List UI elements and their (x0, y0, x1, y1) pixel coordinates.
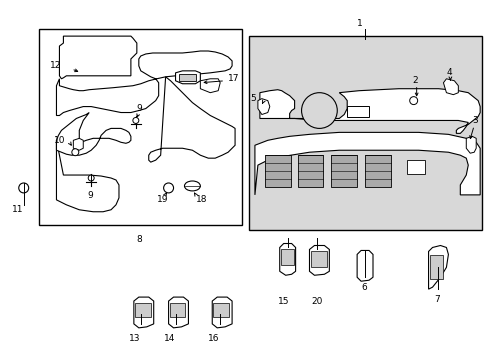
Polygon shape (259, 89, 479, 133)
Text: 7: 7 (434, 294, 439, 303)
Polygon shape (212, 297, 232, 328)
Text: 12: 12 (49, 62, 61, 71)
Polygon shape (56, 51, 232, 116)
Bar (311, 251, 326, 267)
Text: 8: 8 (136, 235, 142, 244)
Polygon shape (148, 77, 235, 162)
Text: 20: 20 (311, 297, 322, 306)
Circle shape (19, 183, 29, 193)
Text: 14: 14 (163, 334, 175, 343)
Text: 9: 9 (87, 192, 93, 201)
Ellipse shape (184, 181, 200, 191)
Circle shape (88, 175, 94, 181)
Text: 11: 11 (12, 205, 23, 214)
Bar (406, 160, 424, 174)
Circle shape (163, 183, 173, 193)
Polygon shape (257, 99, 269, 114)
Bar (178, 74, 196, 81)
Circle shape (133, 117, 139, 123)
Bar (135, 303, 150, 317)
Bar (346, 105, 368, 117)
Polygon shape (134, 297, 153, 328)
Bar (331, 155, 356, 187)
Polygon shape (309, 246, 328, 275)
Polygon shape (279, 243, 295, 275)
Text: 5: 5 (249, 94, 255, 103)
Bar (264, 155, 290, 187)
Polygon shape (356, 251, 372, 281)
Text: 10: 10 (53, 136, 65, 145)
Polygon shape (175, 71, 200, 84)
Circle shape (301, 93, 337, 129)
Bar (169, 303, 185, 317)
Polygon shape (254, 132, 479, 195)
Polygon shape (56, 140, 119, 212)
Text: 17: 17 (228, 74, 239, 83)
Bar (365, 155, 390, 187)
Polygon shape (466, 136, 475, 153)
Bar (213, 303, 229, 317)
Bar (297, 155, 323, 187)
Text: 9: 9 (137, 104, 142, 113)
Text: 3: 3 (471, 116, 477, 125)
Bar (280, 249, 293, 265)
Bar (39, 29, 242, 225)
Text: 1: 1 (356, 19, 362, 28)
Text: 6: 6 (360, 283, 366, 292)
Polygon shape (60, 36, 137, 79)
Text: 4: 4 (446, 68, 451, 77)
Circle shape (409, 96, 417, 105)
Polygon shape (200, 79, 220, 93)
Polygon shape (443, 79, 457, 95)
Bar (248, 36, 481, 230)
Text: 15: 15 (277, 297, 288, 306)
Bar (428, 255, 443, 279)
Circle shape (72, 149, 79, 156)
Polygon shape (168, 297, 188, 328)
Text: 16: 16 (208, 334, 219, 343)
Polygon shape (427, 246, 447, 289)
Text: 19: 19 (156, 195, 168, 204)
Polygon shape (56, 113, 131, 155)
Text: 13: 13 (129, 334, 140, 343)
Polygon shape (73, 138, 83, 150)
Text: 2: 2 (412, 76, 417, 85)
Text: 18: 18 (196, 195, 207, 204)
